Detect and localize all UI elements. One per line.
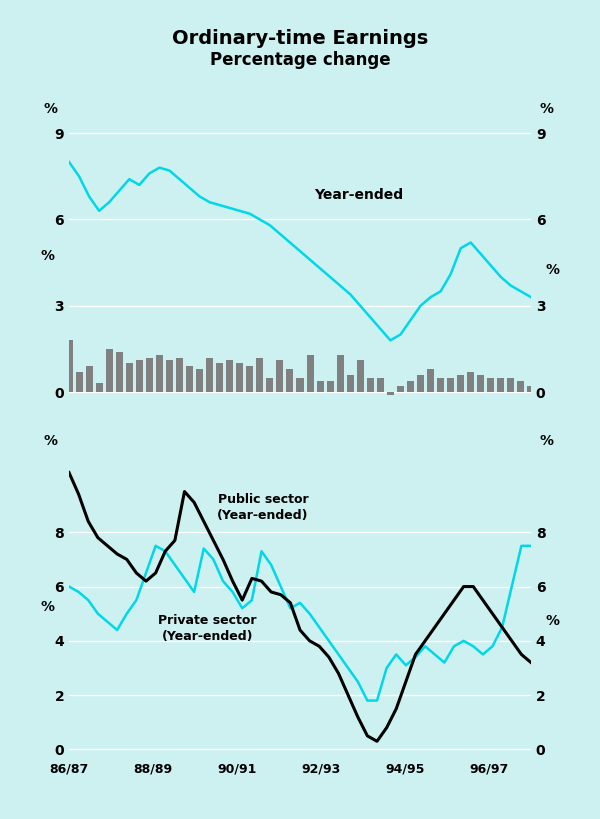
Bar (407, 381, 414, 392)
Bar (508, 378, 514, 392)
Bar (106, 349, 113, 392)
Bar (95, 383, 103, 392)
Bar (236, 364, 243, 392)
Bar (86, 366, 92, 392)
Bar (196, 369, 203, 392)
Bar (467, 372, 474, 392)
Text: Ordinary-time Earnings: Ordinary-time Earnings (172, 29, 428, 48)
Bar (256, 358, 263, 392)
Bar (337, 355, 344, 392)
Bar (437, 378, 444, 392)
Bar (116, 352, 123, 392)
Bar (136, 360, 143, 392)
Text: Percentage change: Percentage change (209, 51, 391, 69)
Bar (417, 375, 424, 392)
Bar (326, 381, 334, 392)
Bar (266, 378, 274, 392)
Bar (397, 387, 404, 392)
Bar (377, 378, 384, 392)
Bar (447, 378, 454, 392)
Bar (226, 360, 233, 392)
Bar (166, 360, 173, 392)
Y-axis label: %: % (545, 613, 560, 627)
Text: Year-ended: Year-ended (314, 188, 403, 202)
Bar (277, 360, 283, 392)
Bar (286, 369, 293, 392)
Bar (176, 358, 183, 392)
Bar (307, 355, 314, 392)
Text: %: % (540, 434, 554, 448)
Y-axis label: %: % (40, 600, 55, 613)
Text: Public sector
(Year-ended): Public sector (Year-ended) (217, 493, 309, 522)
Bar (527, 387, 535, 392)
Bar (76, 372, 83, 392)
Bar (487, 378, 494, 392)
Bar (347, 375, 354, 392)
Bar (65, 341, 73, 392)
Text: %: % (540, 102, 554, 116)
Bar (206, 358, 213, 392)
Bar (387, 392, 394, 395)
Bar (517, 381, 524, 392)
Bar (497, 378, 505, 392)
Bar (146, 358, 153, 392)
Bar (156, 355, 163, 392)
Bar (296, 378, 304, 392)
Text: Private sector
(Year-ended): Private sector (Year-ended) (158, 613, 257, 643)
Bar (186, 366, 193, 392)
Bar (427, 369, 434, 392)
Y-axis label: %: % (41, 249, 55, 263)
Text: %: % (43, 434, 57, 448)
Bar (357, 360, 364, 392)
Bar (367, 378, 374, 392)
Bar (457, 375, 464, 392)
Bar (126, 364, 133, 392)
Text: %: % (43, 102, 57, 116)
Bar (477, 375, 484, 392)
Bar (246, 366, 253, 392)
Bar (317, 381, 323, 392)
Bar (216, 364, 223, 392)
Y-axis label: %: % (545, 263, 559, 277)
Text: Quarterly
(sa): Quarterly (sa) (253, 470, 320, 499)
